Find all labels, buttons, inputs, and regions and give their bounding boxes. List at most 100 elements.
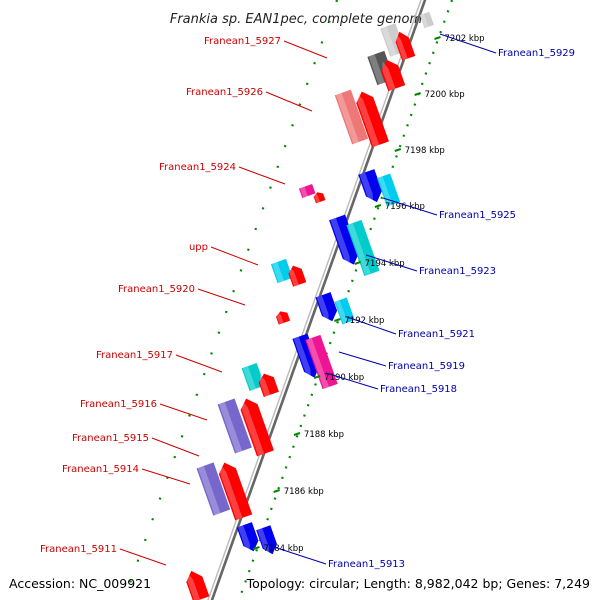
gene-feature bbox=[288, 265, 307, 287]
accession-text: Accession: NC_009921 bbox=[9, 576, 152, 591]
left-gene-label: Franean1_5916 bbox=[80, 399, 157, 410]
gene-highlight bbox=[257, 528, 270, 556]
right-gene-label: Franean1_5925 bbox=[439, 210, 516, 221]
kbp-tick-mark bbox=[273, 489, 281, 493]
right-gene-label: Franean1_5913 bbox=[328, 559, 405, 570]
gene-feature bbox=[218, 462, 253, 521]
left-gene-label: Franean1_5911 bbox=[40, 544, 117, 555]
right-gene-label: Franean1_5929 bbox=[498, 48, 575, 59]
gene-feature bbox=[236, 522, 259, 553]
gene-feature bbox=[305, 334, 338, 390]
left-gene-label: upp bbox=[189, 242, 208, 253]
gene-highlight bbox=[335, 92, 359, 144]
gene-feature bbox=[270, 258, 293, 284]
gene-body bbox=[288, 265, 307, 287]
gene-body bbox=[236, 522, 259, 552]
right-leader-line bbox=[338, 351, 387, 367]
gene-feature bbox=[315, 292, 338, 323]
gene-feature bbox=[258, 373, 279, 398]
gene-feature bbox=[298, 183, 316, 199]
gene-feature bbox=[329, 214, 359, 266]
right-leader-line bbox=[365, 254, 418, 272]
ruler-lines bbox=[122, 0, 454, 600]
gene-body bbox=[292, 333, 320, 378]
kbp-tick-label: 7202 kbp bbox=[445, 34, 485, 44]
kbp-tick-mark bbox=[354, 261, 361, 265]
kbp-tick-label: 7184 kbp bbox=[263, 544, 303, 554]
gene-body bbox=[315, 292, 338, 322]
gene-body bbox=[186, 570, 210, 600]
kbp-tick-group: 7202 kbp 7200 kbp 7198 kbp 7196 kbp 7194 kbp… bbox=[253, 34, 485, 554]
kbp-tick-mark bbox=[253, 546, 260, 550]
left-leader-line bbox=[265, 91, 313, 112]
gene-highlight bbox=[187, 572, 201, 600]
kbp-tick-mark bbox=[394, 148, 402, 152]
gene-body bbox=[241, 363, 265, 391]
gene-highlight bbox=[316, 295, 329, 323]
right-gene-label: Franean1_5918 bbox=[380, 384, 457, 395]
gene-body bbox=[346, 219, 380, 277]
kbp-tick-mark bbox=[293, 432, 301, 436]
kbp-tick-mark bbox=[434, 36, 441, 40]
kbp-tick-mark bbox=[313, 375, 321, 379]
gene-feature bbox=[395, 31, 416, 61]
gene-highlight bbox=[259, 374, 271, 397]
gene-highlight bbox=[382, 61, 396, 91]
gene-highlight bbox=[381, 26, 397, 57]
kbp-tick-label: 7194 kbp bbox=[365, 259, 405, 269]
gene-highlight bbox=[377, 176, 393, 207]
left-leader-line bbox=[197, 288, 246, 306]
gene-body bbox=[270, 258, 293, 284]
gene-feature bbox=[346, 219, 380, 277]
gene-highlight bbox=[368, 54, 385, 85]
gene-highlight bbox=[242, 366, 257, 391]
gene-highlight bbox=[289, 266, 299, 287]
left-gene-label: Franean1_5917 bbox=[96, 350, 173, 361]
right-gene-label: Franean1_5923 bbox=[419, 266, 496, 277]
gene-body bbox=[313, 192, 326, 204]
gene-highlight bbox=[276, 312, 284, 325]
right-gene-label: Franean1_5919 bbox=[388, 361, 465, 372]
right-gene-label: Franean1_5921 bbox=[398, 329, 475, 340]
left-gene-label: Franean1_5926 bbox=[186, 87, 263, 98]
gene-body bbox=[240, 398, 274, 457]
gene-highlight bbox=[347, 222, 371, 276]
left-leader-line bbox=[141, 468, 191, 485]
right-leader-line bbox=[382, 197, 438, 216]
gene-highlight bbox=[237, 525, 250, 553]
gene-feature bbox=[356, 91, 389, 148]
gene-feature bbox=[196, 462, 231, 516]
gene-highlight bbox=[306, 337, 330, 389]
left-label-group: Franean1_5927 Franean1_5926 Franean1_5924u… bbox=[40, 36, 328, 566]
gene-body bbox=[305, 334, 338, 390]
gene-highlight bbox=[359, 172, 373, 204]
left-leader-line bbox=[159, 403, 208, 421]
left-gene-label: Franean1_5914 bbox=[62, 464, 139, 475]
gene-highlight bbox=[357, 93, 380, 147]
gene-feature bbox=[217, 398, 252, 454]
right-leader-line bbox=[439, 33, 497, 54]
gene-body bbox=[419, 11, 434, 29]
gene-body bbox=[376, 173, 401, 207]
kbp-tick-mark bbox=[414, 92, 421, 96]
gene-highlight bbox=[241, 400, 265, 456]
left-leader-line bbox=[119, 548, 167, 566]
gene-highlight bbox=[299, 186, 308, 198]
gene-feature bbox=[376, 173, 401, 207]
right-leader-line bbox=[346, 316, 397, 335]
kbp-tick-label: 7192 kbp bbox=[344, 316, 384, 326]
left-gene-label: Franean1_5924 bbox=[159, 162, 236, 173]
gene-feature bbox=[240, 398, 274, 457]
left-gene-label: Franean1_5915 bbox=[72, 433, 149, 444]
gene-body bbox=[381, 59, 406, 92]
kbp-tick-mark bbox=[334, 318, 341, 322]
gene-body bbox=[218, 462, 253, 521]
gene-feature bbox=[358, 169, 382, 204]
right-label-group: Franean1_5929 Franean1_5925 Franean1_5923 F… bbox=[273, 33, 575, 570]
gene-body bbox=[329, 214, 359, 265]
map-title: Frankia sp. EAN1pec, complete genome bbox=[170, 12, 430, 27]
left-leader-line bbox=[283, 40, 328, 59]
left-leader-line bbox=[210, 246, 259, 266]
gene-highlight bbox=[293, 336, 311, 380]
